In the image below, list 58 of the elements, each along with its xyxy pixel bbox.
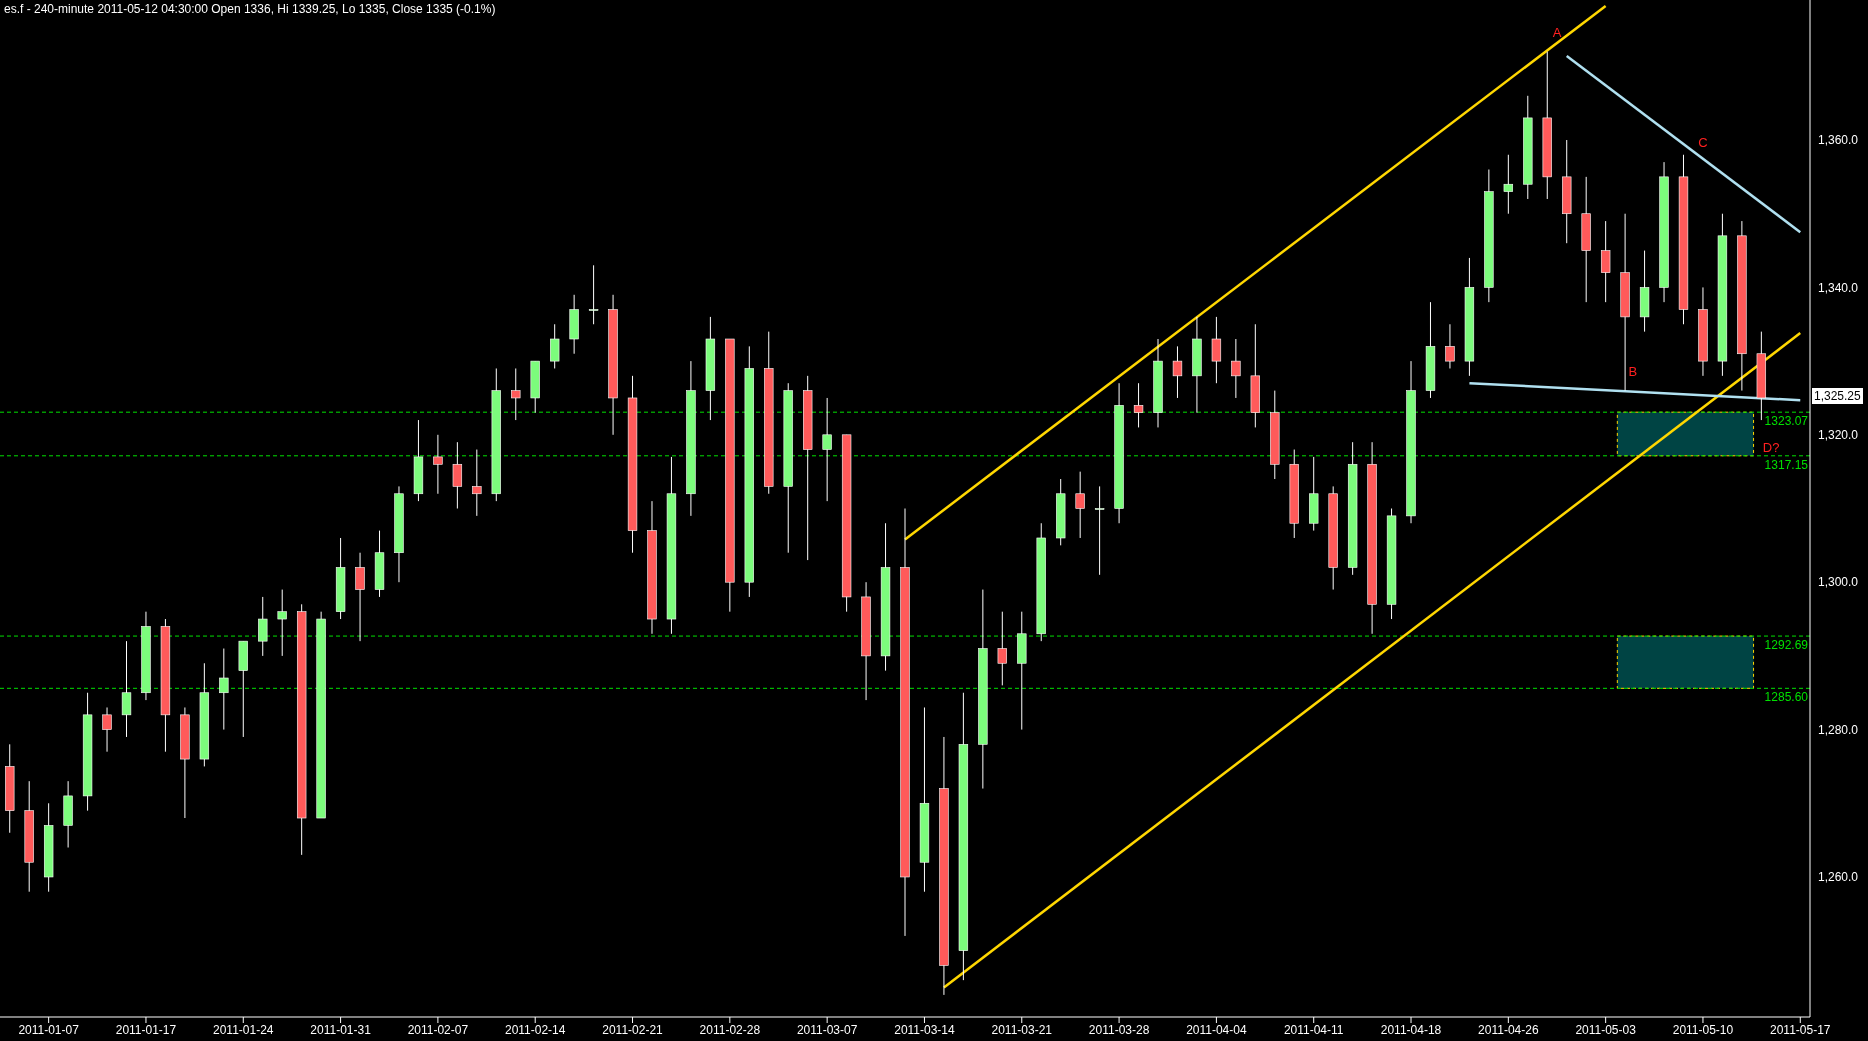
chart-title: es.f - 240-minute 2011-05-12 04:30:00 Open 1336, Hi 1339.25, Lo 1335, Close 1335 (-0.1%) <box>4 2 496 16</box>
y-tick-label: 1,260.0 <box>1818 870 1859 885</box>
x-tick-label: 2011-01-31 <box>310 1022 372 1037</box>
candlestick <box>550 323 560 369</box>
x-tick-label: 2011-01-07 <box>18 1022 80 1037</box>
candlestick <box>258 596 268 657</box>
candlestick <box>102 706 112 753</box>
x-tick-label: 2011-03-21 <box>991 1022 1053 1037</box>
candlestick <box>1600 220 1611 303</box>
annotation: D? <box>1762 440 1780 457</box>
ref-line-label: 1292.69 <box>1764 638 1809 653</box>
x-tick-label: 2011-04-18 <box>1380 1022 1442 1037</box>
candlestick <box>355 552 365 642</box>
annotation: A <box>1552 25 1562 42</box>
text: 1,325.25 <box>1812 388 1863 405</box>
candlestick <box>1133 382 1144 428</box>
ref-line-label: 1317.15 <box>1764 457 1809 472</box>
x-tick-label: 2011-01-17 <box>115 1022 177 1037</box>
x-tick-label: 2011-02-21 <box>602 1022 664 1037</box>
candlestick <box>1445 323 1455 369</box>
candlestick <box>277 589 287 657</box>
ref-line-label: 1285.60 <box>1764 690 1809 705</box>
candlestick <box>588 264 599 325</box>
annotation: C <box>1698 134 1708 151</box>
x-tick-label: 2011-01-24 <box>213 1022 274 1037</box>
x-tick-label: 2011-05-10 <box>1672 1022 1734 1037</box>
ref-line-label: 1323.07 <box>1764 414 1809 429</box>
x-tick-label: 2011-04-04 <box>1186 1022 1247 1037</box>
candlestick <box>997 611 1007 686</box>
candlestick <box>822 397 832 502</box>
candlestick <box>1503 154 1514 215</box>
x-tick-label: 2011-03-07 <box>796 1022 858 1037</box>
candlestick <box>1211 316 1222 384</box>
candlestick <box>1075 471 1085 539</box>
y-tick-label: 1,280.0 <box>1818 722 1859 737</box>
x-tick-label: 2011-03-14 <box>894 1022 956 1037</box>
candlestick <box>1094 485 1105 576</box>
x-tick-label: 2011-05-17 <box>1770 1022 1831 1037</box>
x-tick-label: 2011-04-11 <box>1283 1022 1344 1037</box>
y-tick-label: 1,360.0 <box>1818 133 1859 148</box>
candlestick <box>452 441 463 509</box>
x-tick-label: 2011-02-07 <box>407 1022 469 1037</box>
y-tick-label: 1,340.0 <box>1818 280 1859 295</box>
x-tick-label: 2011-03-28 <box>1088 1022 1150 1037</box>
x-tick-label: 2011-02-28 <box>699 1022 761 1037</box>
candlestick <box>219 648 229 731</box>
y-tick-label: 1,320.0 <box>1818 428 1859 443</box>
candlestick <box>433 434 443 495</box>
x-tick-label: 2011-02-14 <box>504 1022 566 1037</box>
candlestick <box>472 449 482 517</box>
candlestick <box>1231 338 1241 399</box>
candlestick <box>121 640 132 738</box>
candlestick <box>511 367 521 421</box>
x-tick-label: 2011-04-26 <box>1478 1022 1539 1037</box>
annotation: B <box>1628 364 1638 381</box>
candlestick <box>1172 345 1183 399</box>
y-tick-label: 1,300.0 <box>1818 575 1859 590</box>
x-tick-label: 2011-05-03 <box>1575 1022 1637 1037</box>
